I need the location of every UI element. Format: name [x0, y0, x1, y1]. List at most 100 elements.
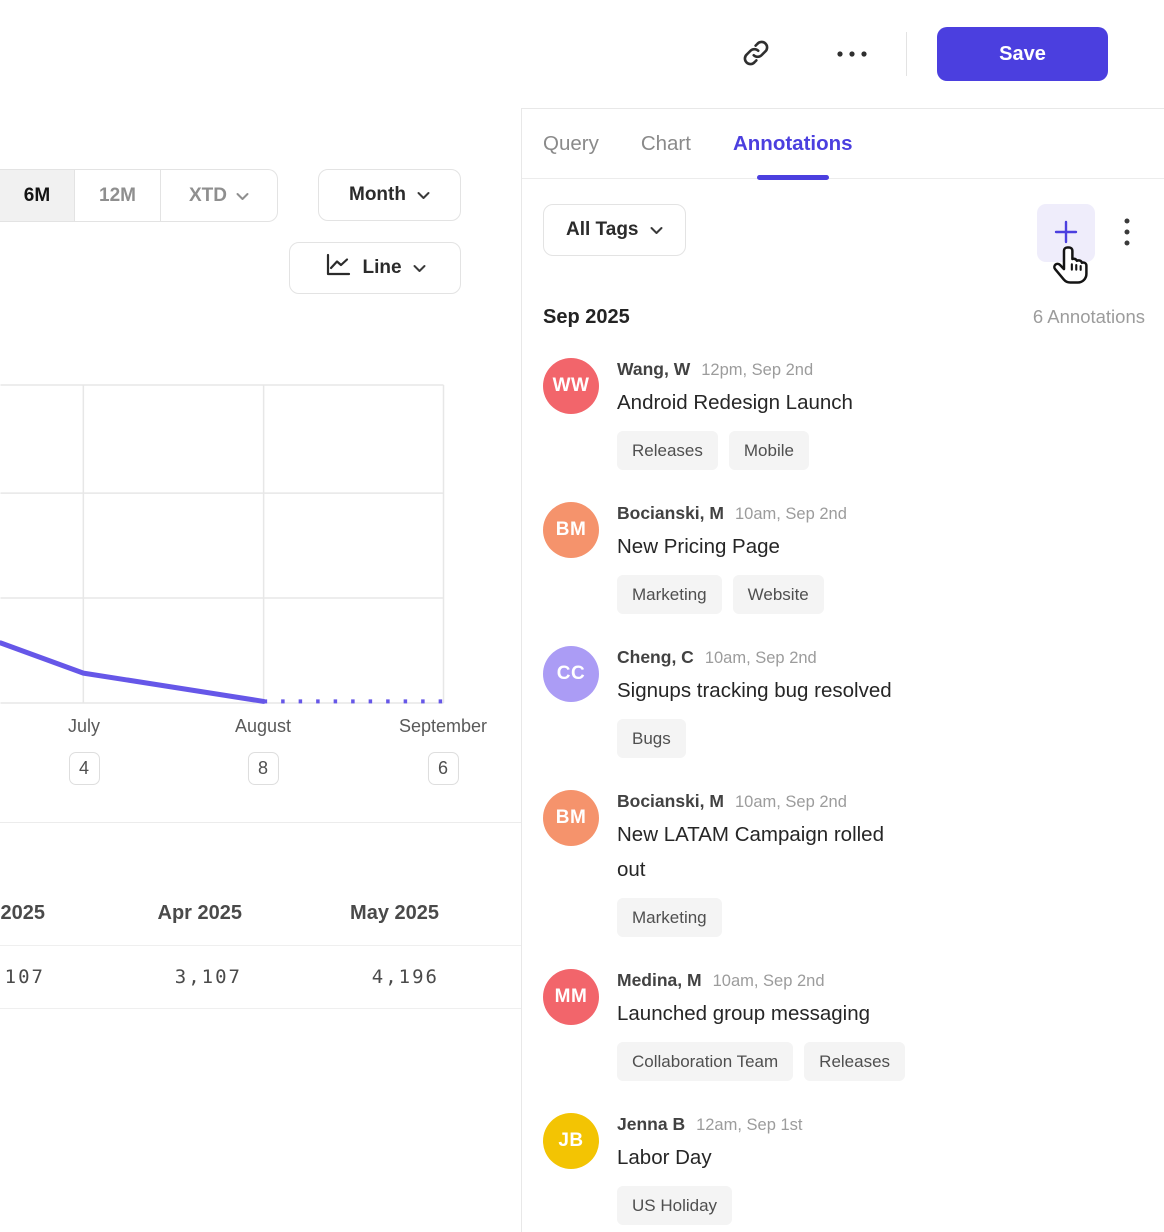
annotations-panel: Query Chart Annotations All Tags [521, 108, 1164, 1232]
annotation-tag[interactable]: Marketing [617, 575, 722, 614]
line-chart-svg [0, 384, 445, 704]
annotation-tag[interactable]: Marketing [617, 898, 722, 937]
annotation-title: Launched group messaging [617, 1002, 871, 1025]
add-annotation-button[interactable] [1037, 204, 1095, 262]
annotation-title: New Pricing Page [617, 535, 780, 558]
annotation-count-badge[interactable]: 4 [68, 752, 100, 785]
more-options-button[interactable] [830, 32, 874, 76]
kebab-icon [1123, 217, 1131, 250]
x-tick-label: August [234, 716, 292, 736]
x-tick-label: July [67, 716, 101, 736]
annotation-title: Android Redesign Launch [617, 391, 853, 414]
chevron-down-icon [413, 257, 426, 279]
annotation-timestamp: 10am, Sep 2nd [734, 793, 847, 811]
line-chart [0, 384, 445, 704]
granularity-dropdown[interactable]: Month [318, 169, 461, 221]
annotations-filter-row: All Tags [543, 204, 1145, 262]
annotation-title: Labor Day [617, 1146, 712, 1169]
section-month-title: Sep 2025 [543, 306, 630, 328]
x-axis-tick-august: August 8 [235, 714, 291, 785]
tab-annotations[interactable]: Annotations [732, 109, 853, 180]
annotation-item[interactable]: CC Cheng, C 10am, Sep 2nd Signups tracki… [543, 646, 1145, 758]
copy-link-button[interactable] [734, 32, 778, 76]
toolbar-divider [906, 32, 907, 76]
table-header-row: 2025 Apr 2025 May 2025 [0, 823, 521, 946]
ellipsis-icon [835, 47, 869, 62]
date-range-segmented-control: 6M 12M XTD [0, 169, 278, 222]
table-value-row: 107 3,107 4,196 [0, 946, 521, 1009]
chart-type-label: Line [362, 257, 402, 278]
annotation-tag[interactable]: Website [732, 575, 824, 614]
avatar: WW [543, 358, 599, 414]
table-header-cell: 2025 [0, 902, 46, 924]
chevron-down-icon [236, 185, 249, 207]
annotation-tag[interactable]: Releases [804, 1042, 906, 1081]
annotation-tag[interactable]: US Holiday [617, 1186, 733, 1225]
annotations-panel-body: All Tags [522, 179, 1164, 1225]
granularity-label: Month [349, 184, 406, 205]
save-button[interactable]: Save [937, 27, 1108, 81]
annotation-item[interactable]: MM Medina, M 10am, Sep 2nd Launched grou… [543, 969, 1145, 1081]
annotation-author: Wang, W [617, 359, 691, 379]
annotations-count: 6 Annotations [1032, 306, 1145, 327]
annotation-tag[interactable]: Bugs [617, 719, 686, 758]
annotation-tag[interactable]: Mobile [728, 431, 809, 470]
avatar: MM [543, 969, 599, 1025]
table-value-cell: 107 [4, 966, 45, 988]
table-value-cell: 4,196 [371, 966, 439, 988]
x-tick-label: September [398, 716, 488, 736]
annotation-tag[interactable]: Collaboration Team [617, 1042, 794, 1081]
annotation-count-badge[interactable]: 8 [247, 752, 279, 785]
avatar: CC [543, 646, 599, 702]
annotation-timestamp: 10am, Sep 2nd [704, 649, 817, 667]
annotation-tag[interactable]: Releases [617, 431, 718, 470]
tab-annotations-label: Annotations [732, 131, 853, 155]
annotation-timestamp: 10am, Sep 2nd [712, 972, 825, 990]
results-table: 2025 Apr 2025 May 2025 107 3,107 4,196 [0, 822, 521, 1009]
annotation-timestamp: 12pm, Sep 2nd [701, 361, 814, 379]
toolbar: Save [0, 0, 1164, 108]
all-tags-dropdown[interactable]: All Tags [543, 204, 686, 256]
annotation-count-badge[interactable]: 6 [427, 752, 459, 785]
annotation-item[interactable]: JB Jenna B 12am, Sep 1st Labor Day US Ho… [543, 1113, 1145, 1225]
annotation-item[interactable]: WW Wang, W 12pm, Sep 2nd Android Redesig… [543, 358, 1145, 470]
main-content: 6M 12M XTD Month [0, 108, 1164, 1232]
annotations-list: WW Wang, W 12pm, Sep 2nd Android Redesig… [543, 358, 1145, 1225]
range-12m-button[interactable]: 12M [75, 169, 161, 222]
plus-icon [1053, 219, 1079, 248]
annotation-author: Cheng, C [617, 647, 694, 667]
table-header-cell: May 2025 [350, 902, 439, 924]
annotation-item[interactable]: BM Bocianski, M 10am, Sep 2nd New Pricin… [543, 502, 1145, 614]
annotation-author: Medina, M [617, 970, 702, 990]
table-header-cell: Apr 2025 [157, 902, 243, 924]
annotations-actions [1037, 204, 1145, 262]
chevron-down-icon [650, 219, 663, 241]
chart-type-dropdown[interactable]: Line [289, 242, 461, 294]
annotations-menu-button[interactable] [1109, 204, 1145, 262]
line-chart-icon [324, 253, 351, 283]
annotations-section-header: Sep 2025 6 Annotations [543, 306, 1145, 329]
annotation-author: Jenna B [617, 1114, 686, 1134]
tab-chart[interactable]: Chart [640, 131, 691, 155]
panel-tabs: Query Chart Annotations [522, 109, 1164, 180]
tab-query[interactable]: Query [543, 131, 599, 155]
annotation-timestamp: 10am, Sep 2nd [734, 505, 847, 523]
range-xtd-label: XTD [189, 184, 227, 206]
link-icon [741, 38, 771, 71]
annotation-author: Bocianski, M [617, 503, 724, 523]
annotation-timestamp: 12am, Sep 1st [696, 1116, 803, 1134]
chart-panel: 6M 12M XTD Month [0, 108, 521, 1232]
avatar: BM [543, 502, 599, 558]
annotation-title: Signups tracking bug resolved [617, 679, 892, 702]
annotation-item[interactable]: BM Bocianski, M 10am, Sep 2nd New LATAM … [543, 790, 1145, 937]
range-xtd-button[interactable]: XTD [161, 169, 278, 222]
range-6m-button[interactable]: 6M [0, 169, 75, 222]
avatar: JB [543, 1113, 599, 1169]
chevron-down-icon [417, 184, 430, 206]
x-axis-tick-july: July 4 [68, 714, 100, 785]
x-axis-tick-september: September 6 [399, 714, 487, 785]
active-tab-underline [756, 174, 829, 180]
annotation-author: Bocianski, M [617, 791, 724, 811]
annotation-title: New LATAM Campaign rolled out [617, 823, 884, 881]
